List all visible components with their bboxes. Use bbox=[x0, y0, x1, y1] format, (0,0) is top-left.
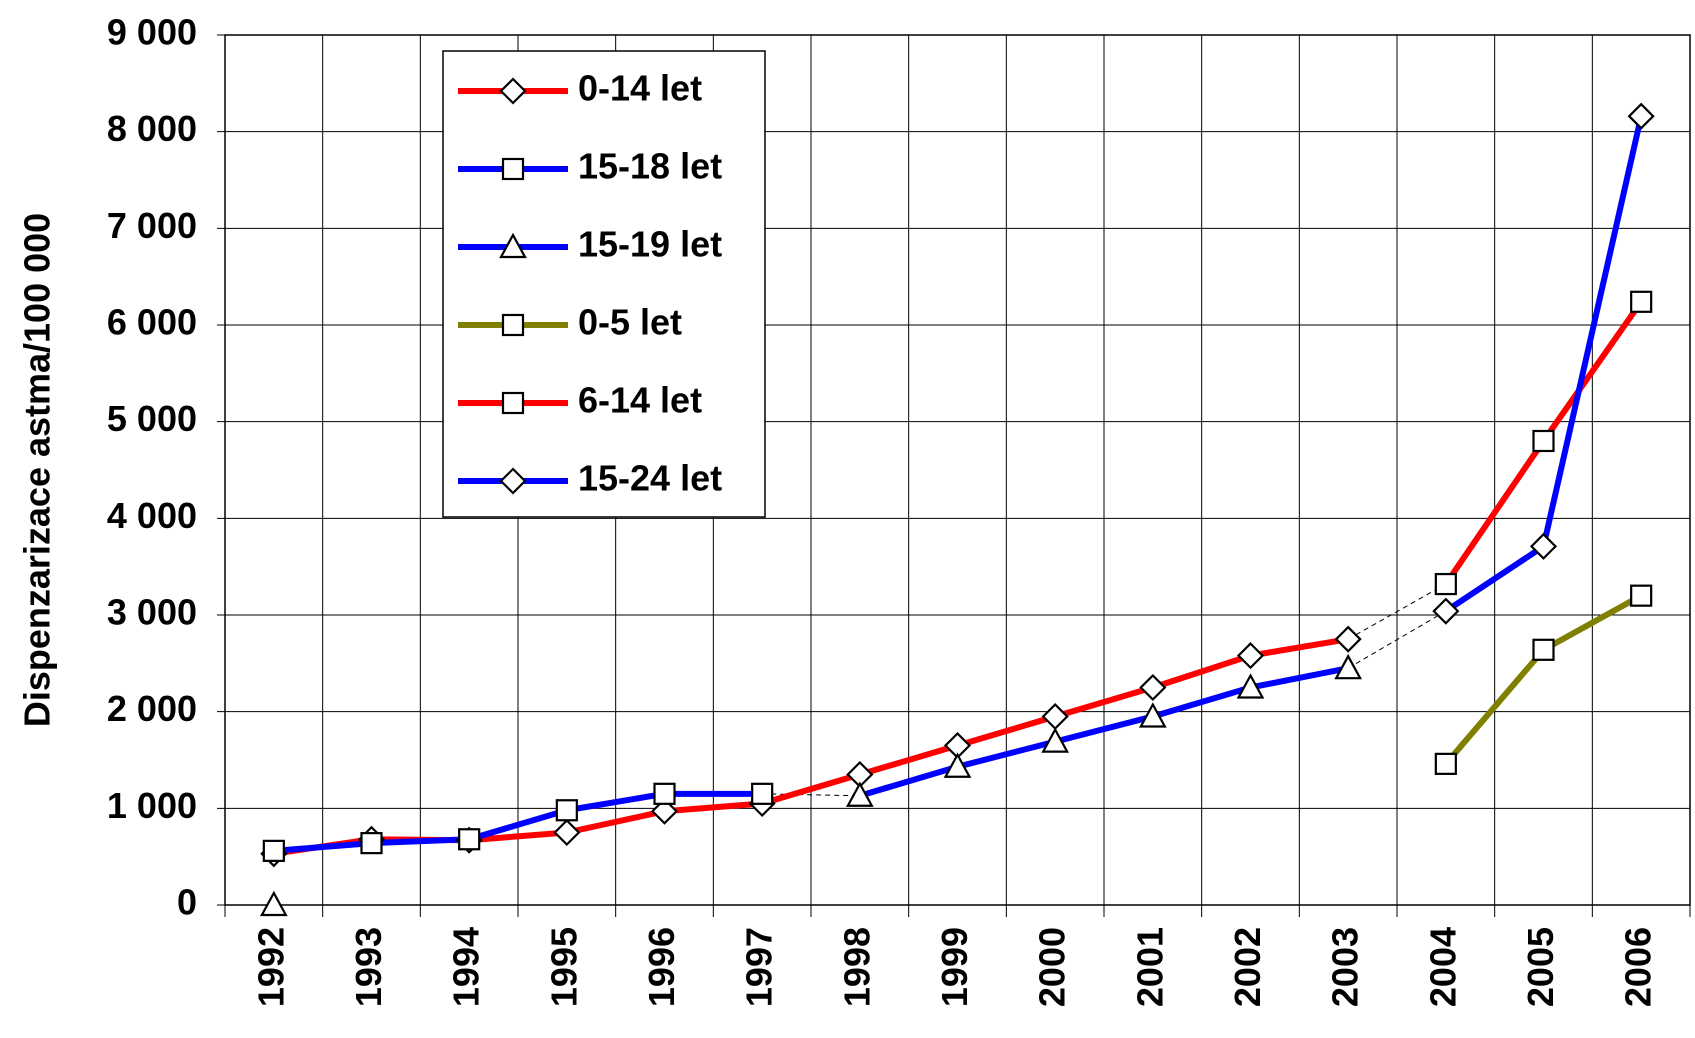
x-tick-label: 1999 bbox=[934, 927, 975, 1007]
series-line bbox=[1443, 593, 1643, 766]
x-tick-label: 2000 bbox=[1032, 927, 1073, 1007]
data-point bbox=[1139, 673, 1167, 702]
y-axis-label: Dispenzarizace astma/100 000 bbox=[17, 213, 58, 727]
data-point bbox=[751, 782, 774, 805]
data-point bbox=[1532, 429, 1555, 453]
y-tick-label: 1 000 bbox=[107, 785, 197, 826]
legend-marker bbox=[499, 467, 527, 495]
connector-line bbox=[762, 793, 860, 797]
data-point bbox=[1434, 752, 1457, 775]
legend: 0-14 let 15-18 let 15-19 let 0-5 let 6-14 le… bbox=[442, 50, 766, 518]
data-point bbox=[1138, 702, 1167, 728]
x-tick-label: 2005 bbox=[1520, 927, 1561, 1007]
data-point bbox=[1627, 102, 1655, 130]
plot-frame bbox=[224, 34, 1691, 906]
x-tick-label: 1996 bbox=[641, 927, 682, 1007]
y-tick-label: 4 000 bbox=[107, 495, 197, 536]
x-tick-label: 2003 bbox=[1325, 927, 1366, 1007]
y-tick-label: 0 bbox=[177, 882, 197, 923]
data-point bbox=[845, 781, 874, 807]
data-point bbox=[262, 839, 285, 862]
data-point bbox=[1630, 584, 1653, 607]
legend-label: 15-18 let bbox=[578, 146, 722, 187]
data-point bbox=[1236, 642, 1265, 670]
y-tick-label: 9 000 bbox=[107, 12, 197, 53]
legend-marker bbox=[501, 313, 525, 337]
x-tick-label: 1997 bbox=[739, 927, 780, 1007]
x-tick-label: 2002 bbox=[1227, 927, 1268, 1007]
data-point bbox=[1236, 673, 1265, 699]
data-point bbox=[1532, 638, 1555, 661]
data-point bbox=[555, 799, 578, 822]
y-tick-label: 8 000 bbox=[107, 108, 197, 149]
data-point bbox=[1334, 653, 1363, 680]
x-tick-label: 1994 bbox=[446, 927, 487, 1007]
legend-label: 0-14 let bbox=[578, 68, 702, 109]
x-tick-label: 2001 bbox=[1129, 927, 1170, 1007]
y-tick-label: 7 000 bbox=[107, 205, 197, 246]
series-line bbox=[858, 665, 1349, 799]
connector-line bbox=[1347, 610, 1447, 669]
legend-marker bbox=[499, 232, 527, 259]
y-tick-label: 2 000 bbox=[107, 688, 197, 729]
data-point bbox=[943, 752, 972, 778]
legend-label: 15-24 let bbox=[578, 458, 722, 499]
data-point bbox=[1432, 597, 1460, 625]
y-tick-label: 3 000 bbox=[107, 592, 197, 633]
legend-label: 6-14 let bbox=[578, 380, 702, 421]
data-point bbox=[653, 782, 676, 805]
x-tick-label: 2006 bbox=[1618, 927, 1659, 1007]
legend-box bbox=[442, 50, 766, 518]
series-line bbox=[273, 790, 763, 854]
data-point bbox=[259, 890, 288, 917]
x-tick-label: 1998 bbox=[836, 927, 877, 1007]
legend-marker bbox=[499, 77, 527, 105]
y-tick-label: 6 000 bbox=[107, 302, 197, 343]
data-point bbox=[360, 832, 383, 855]
x-tick-label: 1995 bbox=[543, 927, 584, 1007]
x-tick-label: 1993 bbox=[348, 927, 389, 1007]
data-point bbox=[1529, 532, 1558, 560]
data-point bbox=[650, 797, 679, 825]
legend-label: 15-19 let bbox=[578, 224, 722, 265]
data-point bbox=[1041, 727, 1070, 753]
data-point bbox=[553, 818, 581, 847]
connector-line bbox=[1347, 583, 1447, 640]
legend-marker bbox=[501, 157, 525, 181]
data-point bbox=[1434, 572, 1457, 596]
data-point bbox=[458, 828, 481, 851]
data-point bbox=[1041, 702, 1069, 731]
x-tick-label: 1992 bbox=[250, 927, 291, 1007]
data-point bbox=[1630, 290, 1653, 313]
x-tick-label: 2004 bbox=[1422, 927, 1463, 1007]
data-point bbox=[1334, 625, 1362, 653]
legend-marker bbox=[501, 391, 525, 415]
y-tick-label: 5 000 bbox=[107, 398, 197, 439]
legend-label: 0-5 let bbox=[578, 302, 682, 343]
